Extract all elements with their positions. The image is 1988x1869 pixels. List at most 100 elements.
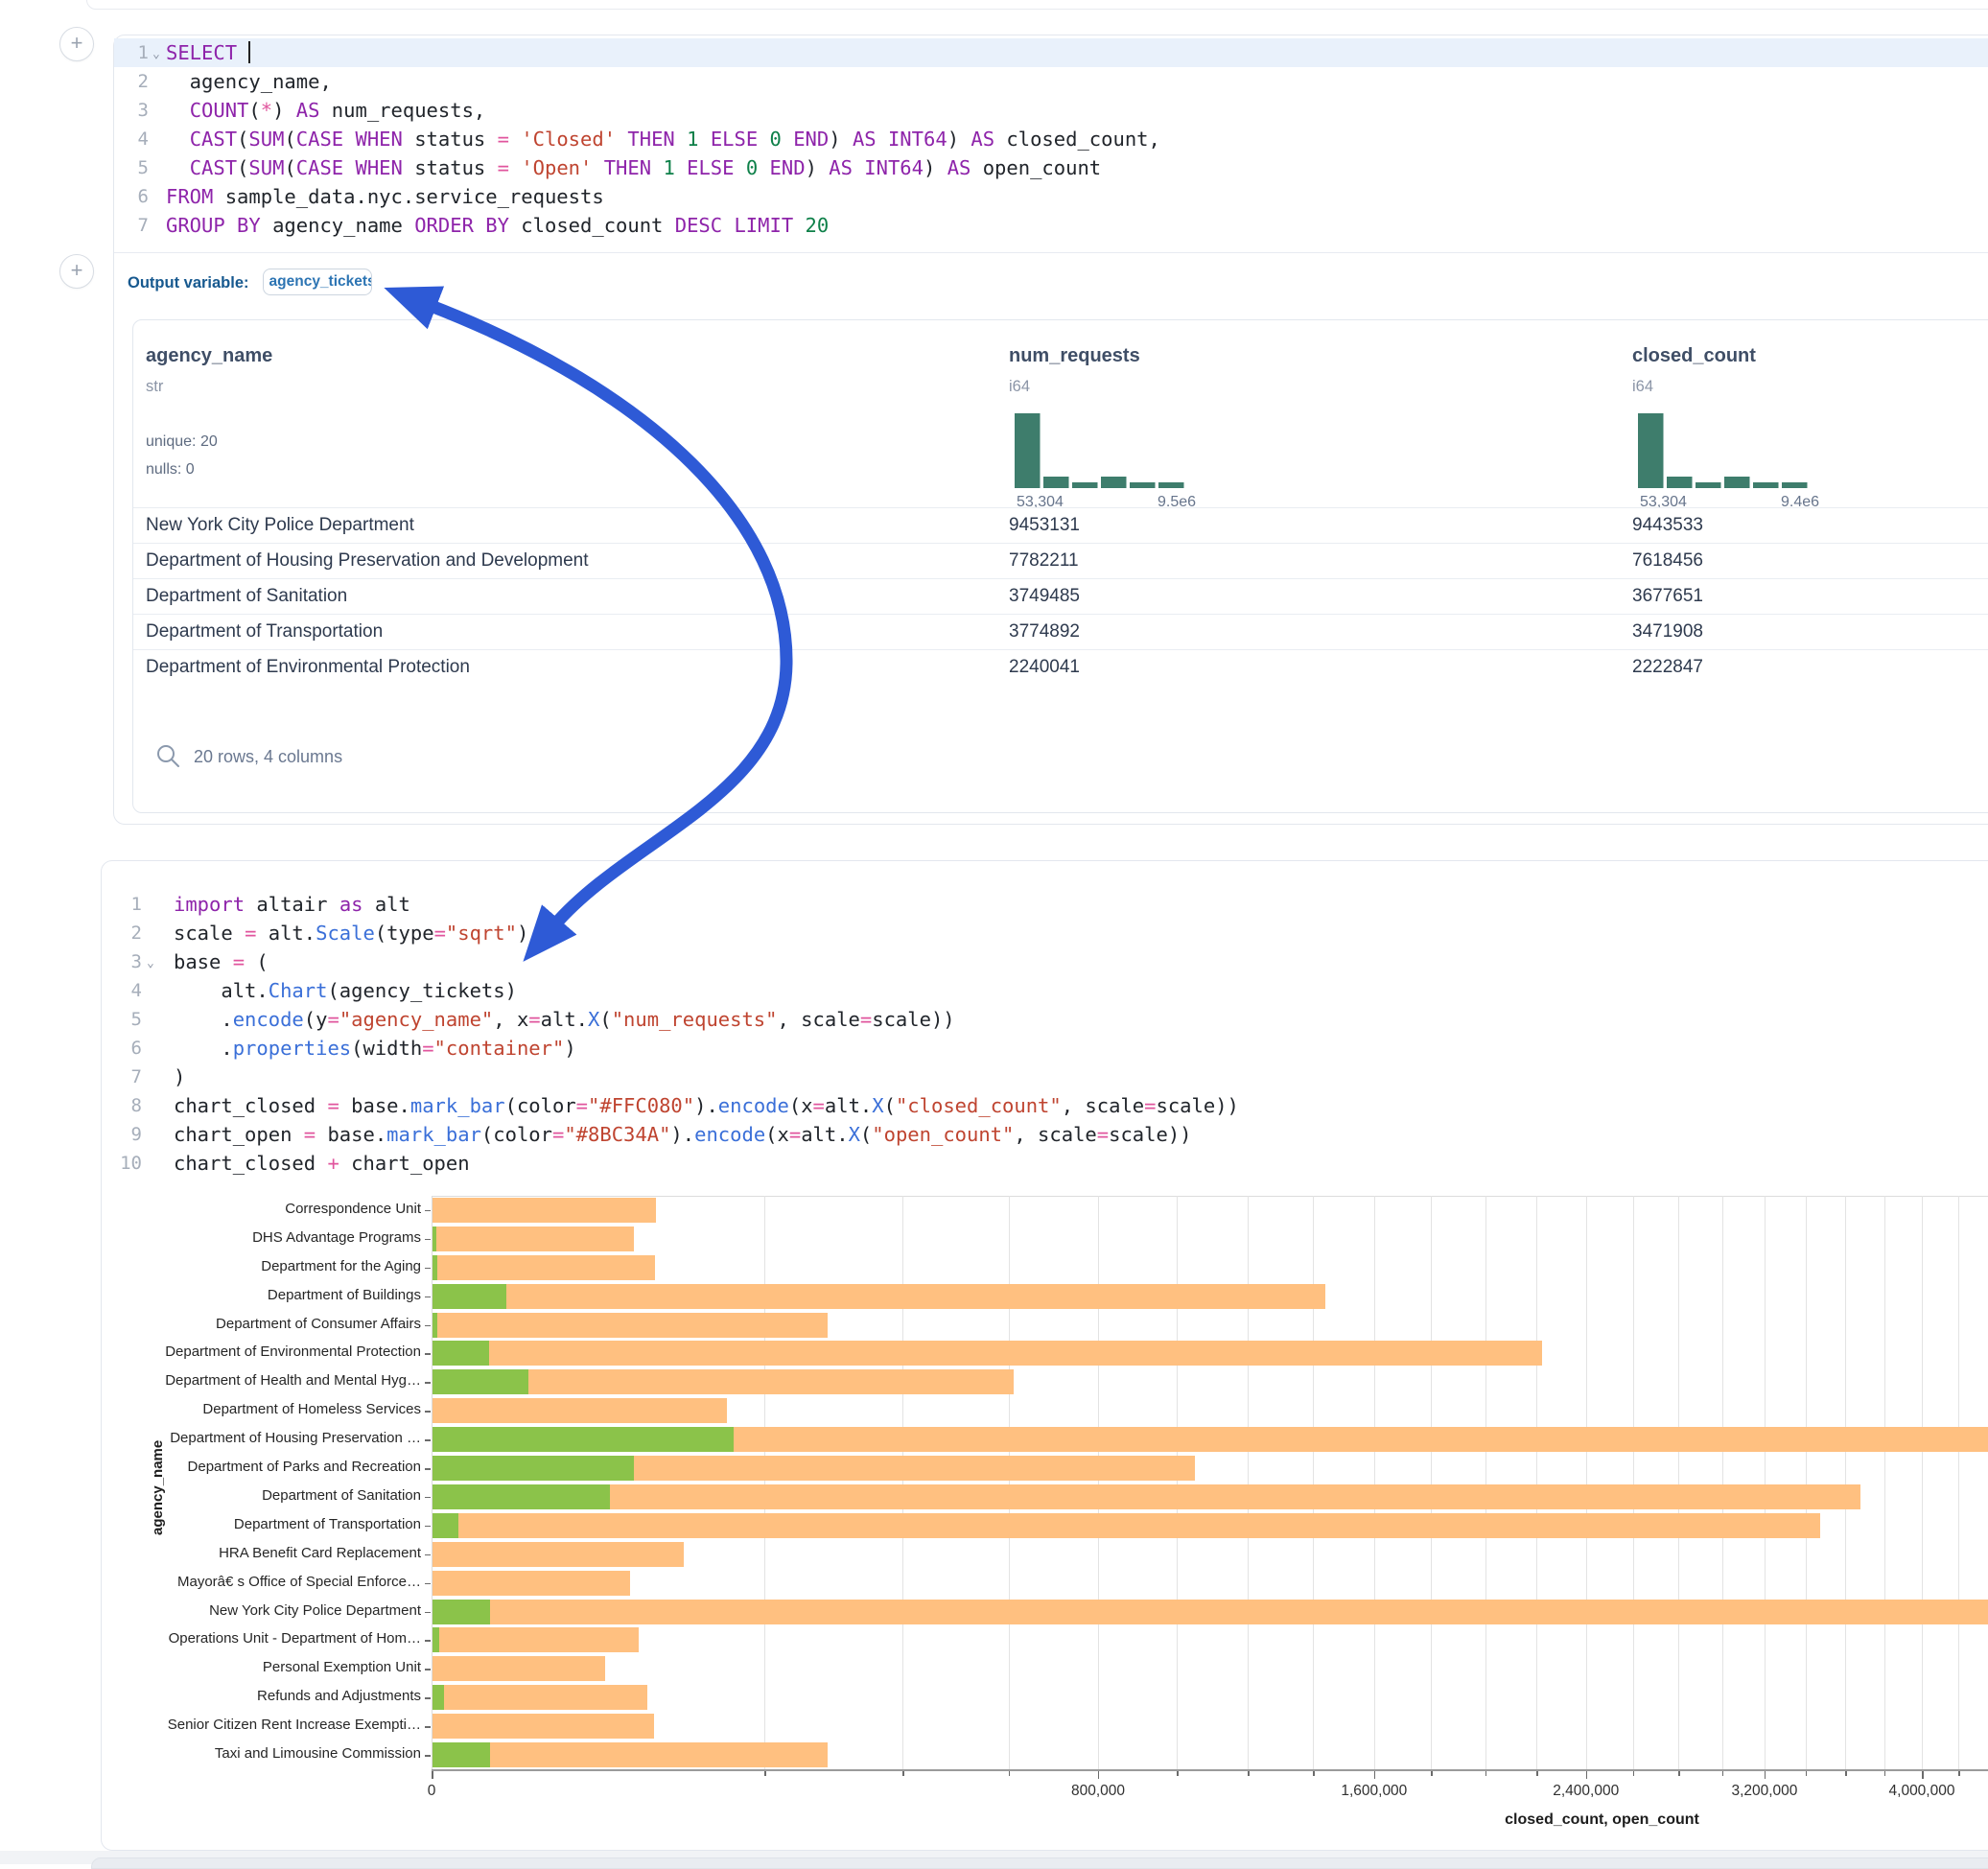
open-count-bar — [433, 1685, 444, 1710]
sql-code-editor[interactable]: 1⌄SELECT 2 agency_name,3 COUNT(*) AS num… — [114, 38, 1988, 240]
code-line[interactable]: 4 CAST(SUM(CASE WHEN status = 'Closed' T… — [114, 125, 1988, 153]
code-token: 'Open' — [521, 156, 592, 179]
column-histogram[interactable] — [1014, 409, 1186, 488]
row-column-count: 20 rows, 4 columns — [194, 747, 342, 767]
code-line[interactable]: 6FROM sample_data.nyc.service_requests — [114, 182, 1988, 211]
code-token: ( — [248, 99, 260, 122]
x-axis-tick — [1313, 1771, 1315, 1776]
y-axis-category-label: Department for the Aging — [102, 1258, 421, 1274]
gridline — [764, 1196, 765, 1769]
code-token: CASE — [296, 128, 343, 151]
x-axis-tick — [1922, 1771, 1924, 1779]
table-cell: 2222847 — [1632, 650, 1703, 685]
code-token — [735, 156, 746, 179]
search-icon[interactable] — [154, 742, 183, 771]
code-token: = — [498, 128, 509, 151]
x-axis-tick — [1678, 1771, 1680, 1776]
column-type: i64 — [1009, 378, 1030, 396]
y-axis-category-label: Personal Exemption Unit — [102, 1659, 421, 1675]
histogram-bar — [1158, 482, 1184, 488]
code-token — [793, 214, 805, 237]
histogram-bar — [1015, 413, 1041, 488]
open-count-bar — [433, 1513, 458, 1538]
x-axis-tick — [1177, 1771, 1179, 1776]
output-variable-pill[interactable]: agency_tickets — [263, 269, 372, 295]
gridline — [902, 1196, 903, 1769]
code-token: AS — [829, 156, 853, 179]
code-token: ) — [829, 128, 853, 151]
open-count-bar — [433, 1227, 436, 1251]
code-token: AS — [296, 99, 320, 122]
code-token: LIMIT — [734, 214, 793, 237]
code-token: WHEN — [356, 156, 403, 179]
altair-bar-chart[interactable]: agency_name closed_count, open_count 080… — [102, 861, 1988, 1850]
x-axis-tick — [1722, 1771, 1724, 1776]
line-number: 2 — [114, 67, 149, 96]
code-token — [343, 156, 355, 179]
code-text: CAST(SUM(CASE WHEN status = 'Open' THEN … — [166, 153, 1101, 182]
fold-chevron-icon[interactable]: ⌄ — [152, 40, 160, 69]
histogram-bar — [1667, 477, 1693, 488]
code-token: AS — [971, 128, 994, 151]
closed-count-bar — [433, 1313, 828, 1338]
closed-count-bar — [433, 1600, 1988, 1624]
code-token: AS — [947, 156, 971, 179]
x-axis-tick-label: 0 — [428, 1783, 436, 1800]
gridline — [1586, 1196, 1587, 1769]
closed-count-bar — [433, 1742, 828, 1767]
table-cell: Department of Housing Preservation and D… — [146, 544, 589, 578]
add-cell-button-output[interactable]: + — [59, 254, 94, 289]
histogram-bar — [1696, 482, 1721, 488]
table-row[interactable]: Department of Housing Preservation and D… — [133, 543, 1988, 579]
y-axis-category-label: Taxi and Limousine Commission — [102, 1745, 421, 1762]
results-table: agency_namestrunique: 20nulls: 0num_requ… — [132, 319, 1988, 813]
y-axis-line — [432, 1196, 433, 1769]
code-token: INT64 — [888, 128, 947, 151]
code-text: FROM sample_data.nyc.service_requests — [166, 182, 604, 211]
column-histogram[interactable] — [1637, 409, 1810, 488]
line-number: 3 — [114, 96, 149, 125]
y-axis-tick — [425, 1268, 431, 1270]
line-number: 5 — [114, 153, 149, 182]
closed-count-bar — [433, 1484, 1860, 1509]
code-token: ) — [272, 99, 296, 122]
code-line[interactable]: 2 agency_name, — [114, 67, 1988, 96]
table-row[interactable]: New York City Police Department945313194… — [133, 507, 1988, 544]
code-line[interactable]: 3 COUNT(*) AS num_requests, — [114, 96, 1988, 125]
closed-count-bar — [433, 1198, 656, 1223]
gridline — [1485, 1196, 1486, 1769]
table-row[interactable]: Department of Environmental Protection22… — [133, 649, 1988, 686]
previous-cell-edge — [86, 0, 1988, 10]
x-axis-tick-label: 4,000,000 — [1889, 1783, 1955, 1800]
x-axis-line — [432, 1769, 1988, 1771]
code-token: ) — [806, 156, 830, 179]
code-token: ORDER BY — [414, 214, 509, 237]
histogram-bar — [1072, 482, 1098, 488]
column-header-num_requests[interactable]: num_requests — [1009, 345, 1140, 367]
open-count-bar — [433, 1627, 439, 1652]
table-cell: 3677651 — [1632, 579, 1703, 614]
gridline — [1098, 1196, 1099, 1769]
y-axis-tick — [425, 1468, 431, 1470]
x-axis-tick — [1009, 1771, 1011, 1776]
y-axis-tick — [425, 1439, 431, 1441]
code-token: FROM — [166, 185, 213, 208]
table-row[interactable]: Department of Sanitation37494853677651 — [133, 578, 1988, 615]
closed-count-bar — [433, 1341, 1542, 1366]
histogram-bar — [1782, 482, 1808, 488]
add-cell-button-top[interactable]: + — [59, 27, 94, 61]
code-token — [166, 99, 190, 122]
column-header-agency_name[interactable]: agency_name — [146, 345, 272, 367]
y-axis-category-label: Mayorâ€ s Office of Special Enforce… — [102, 1574, 421, 1590]
code-line[interactable]: 1⌄SELECT — [114, 38, 1988, 67]
column-header-closed_count[interactable]: closed_count — [1632, 345, 1756, 367]
code-line[interactable]: 7GROUP BY agency_name ORDER BY closed_co… — [114, 211, 1988, 240]
code-line[interactable]: 5 CAST(SUM(CASE WHEN status = 'Open' THE… — [114, 153, 1988, 182]
open-count-bar — [433, 1742, 490, 1767]
table-row[interactable]: Department of Transportation377489234719… — [133, 614, 1988, 650]
x-axis-tick-label: 2,400,000 — [1553, 1783, 1619, 1800]
open-count-bar — [433, 1484, 610, 1509]
code-token — [675, 128, 687, 151]
code-text: agency_name, — [166, 67, 332, 96]
y-axis-tick — [425, 1640, 431, 1642]
